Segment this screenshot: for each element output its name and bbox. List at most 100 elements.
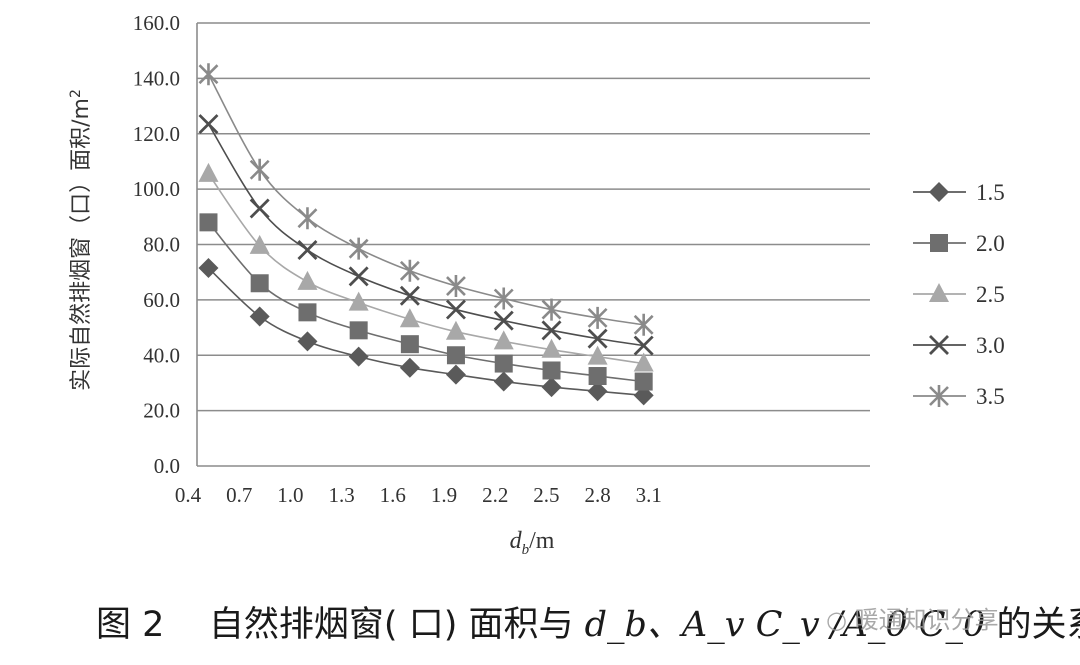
x-axis-label-unit: /m xyxy=(529,528,555,554)
data-point xyxy=(348,266,369,287)
legend-marker xyxy=(929,335,949,355)
data-point xyxy=(249,198,270,219)
watermark-text: 暖通知识分享 xyxy=(854,606,999,634)
caption-text: 自然排烟窗( 口) 面积与 xyxy=(208,605,574,645)
series-line xyxy=(207,73,644,326)
legend-item: 3.0 xyxy=(913,333,1005,358)
y-axis-label: 实际自然排烟窗（口）面积/m2 xyxy=(68,89,94,391)
series-3.5 xyxy=(198,63,654,336)
x-tick-label: 1.0 xyxy=(277,483,303,507)
data-point xyxy=(348,291,369,311)
data-point xyxy=(445,299,466,320)
figure-caption: 图 2 自然排烟窗( 口) 面积与 d_b、A_v C_v /A_0 C_0 的… xyxy=(96,596,1080,647)
y-axis-label-sup: 2 xyxy=(68,89,84,98)
data-point xyxy=(199,213,218,232)
legend-label: 3.0 xyxy=(976,333,1005,358)
legend-marker xyxy=(929,182,949,202)
data-point xyxy=(349,321,368,340)
x-tick-labels: 0.4 0.7 1.0 1.3 1.6 1.9 2.2 2.5 2.8 3.1 xyxy=(175,483,662,507)
data-point xyxy=(634,372,653,391)
data-point xyxy=(297,207,318,230)
data-point xyxy=(493,371,514,392)
y-tick-label: 100.0 xyxy=(133,177,180,201)
legend-label: 2.0 xyxy=(976,231,1005,256)
data-point xyxy=(249,158,270,181)
data-point xyxy=(587,328,608,349)
legend-label: 3.5 xyxy=(976,384,1005,409)
caption-fig-label: 图 2 xyxy=(96,605,165,645)
data-point xyxy=(250,274,269,293)
y-tick-label: 0.0 xyxy=(154,454,180,478)
data-point xyxy=(541,298,562,321)
data-point xyxy=(400,335,419,354)
data-point xyxy=(399,357,420,378)
data-point xyxy=(446,275,466,298)
data-point xyxy=(633,313,654,336)
legend: 1.5 2.0 2.5 3.0 3.5 xyxy=(913,180,1005,409)
chart: 0.020.040.060.080.0100.0120.0140.0160.0 … xyxy=(68,11,1005,558)
legend-item: 2.5 xyxy=(913,282,1005,307)
y-tick-label: 40.0 xyxy=(143,343,180,367)
x-axis-label-sub: b xyxy=(522,542,530,558)
data-point xyxy=(348,346,369,367)
legend-item: 3.5 xyxy=(913,384,1005,409)
x-tick-label: 1.9 xyxy=(431,483,457,507)
gridlines xyxy=(197,22,870,467)
data-point xyxy=(587,306,608,329)
y-tick-label: 20.0 xyxy=(143,399,180,423)
x-tick-label: 2.2 xyxy=(482,483,508,507)
series-group xyxy=(198,63,654,406)
legend-marker xyxy=(929,283,949,302)
data-point xyxy=(198,63,219,86)
data-point xyxy=(493,330,514,350)
series-line xyxy=(207,221,644,383)
data-point xyxy=(399,259,420,282)
data-point xyxy=(198,258,219,279)
data-point xyxy=(494,354,513,373)
data-point xyxy=(297,270,318,290)
legend-marker xyxy=(930,234,948,252)
data-point xyxy=(587,345,608,365)
legend-label: 2.5 xyxy=(976,282,1005,307)
data-point xyxy=(445,364,466,385)
y-axis-label-text: 实际自然排烟窗（口）面积/m xyxy=(69,98,94,391)
series-1.5 xyxy=(198,258,654,406)
data-point xyxy=(297,240,318,261)
data-point xyxy=(493,310,514,331)
series-3.0 xyxy=(198,114,654,356)
x-axis-label: db/m xyxy=(510,528,555,558)
data-point xyxy=(542,361,561,380)
data-point xyxy=(446,346,465,365)
series-2.5 xyxy=(198,162,654,372)
data-point xyxy=(541,338,562,358)
y-tick-label: 60.0 xyxy=(143,288,180,312)
data-point xyxy=(541,320,562,341)
data-point xyxy=(249,306,270,327)
data-point xyxy=(541,377,562,398)
legend-item: 2.0 xyxy=(913,231,1005,256)
x-tick-label: 1.6 xyxy=(380,483,406,507)
y-tick-label: 160.0 xyxy=(133,11,180,35)
y-tick-label: 140.0 xyxy=(133,66,180,90)
x-tick-label: 0.7 xyxy=(226,483,252,507)
data-point xyxy=(249,234,270,254)
legend-marker xyxy=(929,385,949,407)
legend-item: 1.5 xyxy=(913,180,1005,205)
x-axis-label-var: d xyxy=(510,528,523,554)
data-point xyxy=(633,352,654,372)
data-point xyxy=(198,114,219,135)
series-line xyxy=(207,123,644,347)
x-tick-label: 1.3 xyxy=(328,483,354,507)
series-line xyxy=(207,267,644,397)
watermark: ○ 暖通知识分享 xyxy=(826,600,999,635)
data-point xyxy=(198,162,219,182)
data-point xyxy=(493,287,514,310)
y-tick-labels: 0.0 20.0 40.0 60.0 80.0 100.0 120.0 140.0 160.0 xyxy=(133,11,180,478)
data-point xyxy=(633,335,654,356)
data-point xyxy=(298,303,317,322)
wechat-icon: ○ xyxy=(826,606,847,634)
data-point xyxy=(348,237,369,260)
series-line xyxy=(207,173,644,365)
data-point xyxy=(399,308,420,328)
x-tick-label: 0.4 xyxy=(175,483,202,507)
